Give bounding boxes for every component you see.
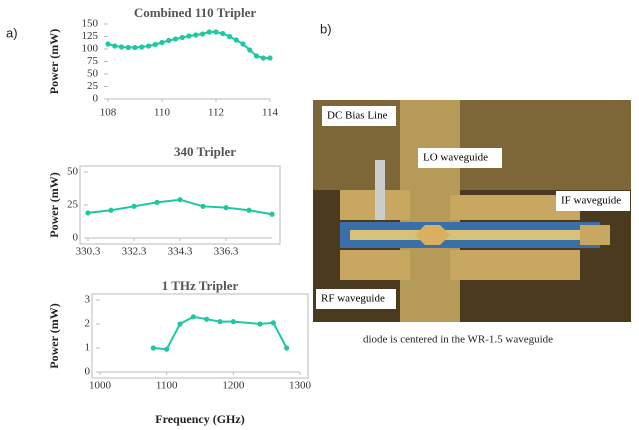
data-point bbox=[217, 319, 222, 324]
data-point bbox=[284, 345, 289, 350]
data-point bbox=[269, 212, 274, 217]
data-point bbox=[267, 55, 272, 60]
y-tick-label: 100 bbox=[82, 43, 99, 55]
x-tick-label: 110 bbox=[154, 107, 171, 119]
x-tick-label: 108 bbox=[100, 107, 117, 119]
x-tick-label: 1300 bbox=[289, 380, 312, 392]
data-point bbox=[139, 44, 144, 49]
photo: DC Bias Line LO waveguide IF waveguide R… bbox=[313, 100, 631, 322]
x-tick-label: 334.3 bbox=[168, 246, 193, 258]
if-pin bbox=[580, 225, 610, 245]
data-point bbox=[153, 42, 158, 47]
data-point bbox=[246, 208, 251, 213]
data-point bbox=[177, 197, 182, 202]
data-point bbox=[257, 321, 262, 326]
data-point bbox=[247, 47, 252, 52]
photo-label: LO waveguide bbox=[423, 152, 488, 164]
figure: a) b) DC Bias Line LO waveguide IF waveg… bbox=[0, 0, 639, 430]
y-tick-label: 50 bbox=[67, 166, 79, 178]
photo-label: RF waveguide bbox=[321, 293, 385, 305]
x-tick-label: 114 bbox=[262, 107, 279, 119]
x-tick-label: 330.3 bbox=[76, 246, 101, 258]
data-point bbox=[240, 41, 245, 46]
data-point bbox=[213, 29, 218, 34]
data-point bbox=[164, 347, 169, 352]
y-axis-label: Power (mW) bbox=[47, 303, 61, 368]
data-point bbox=[146, 43, 151, 48]
x-tick-label: 1000 bbox=[89, 380, 112, 392]
data-point bbox=[154, 200, 159, 205]
data-point bbox=[204, 317, 209, 322]
data-point bbox=[119, 44, 124, 49]
data-point bbox=[231, 319, 236, 324]
y-tick-label: 3 bbox=[85, 294, 91, 306]
y-tick-label: 0 bbox=[85, 366, 91, 378]
data-point bbox=[191, 314, 196, 319]
y-axis-label: Power (mW) bbox=[47, 29, 61, 94]
data-point bbox=[200, 31, 205, 36]
data-point bbox=[271, 320, 276, 325]
y-tick-label: 75 bbox=[87, 55, 99, 67]
x-tick-label: 112 bbox=[208, 107, 224, 119]
panel-label: a) bbox=[6, 25, 18, 40]
block bbox=[450, 250, 580, 280]
data-point bbox=[105, 41, 110, 46]
y-tick-label: 0 bbox=[93, 93, 99, 105]
chart-title: 1 THz Tripler bbox=[162, 278, 239, 293]
block bbox=[340, 250, 410, 280]
data-point bbox=[126, 45, 131, 50]
panel-label: b) bbox=[320, 21, 332, 36]
chart-title: 340 Tripler bbox=[174, 144, 236, 159]
y-tick-label: 25 bbox=[67, 199, 79, 211]
data-point bbox=[177, 321, 182, 326]
data-point bbox=[173, 36, 178, 41]
y-tick-label: 50 bbox=[87, 68, 99, 80]
x-tick-label: 1200 bbox=[222, 380, 245, 392]
data-point bbox=[108, 208, 113, 213]
data-point bbox=[207, 29, 212, 34]
photo-label: DC Bias Line bbox=[327, 110, 388, 122]
data-point bbox=[112, 43, 117, 48]
plot-frame bbox=[80, 166, 280, 244]
data-point bbox=[200, 204, 205, 209]
data-point bbox=[254, 53, 259, 58]
data-point bbox=[220, 31, 225, 36]
y-tick-label: 2 bbox=[85, 318, 91, 330]
data-point bbox=[159, 40, 164, 45]
x-tick-label: 1100 bbox=[156, 380, 178, 392]
y-tick-label: 25 bbox=[87, 80, 99, 92]
data-point bbox=[166, 38, 171, 43]
data-point bbox=[132, 45, 137, 50]
data-point bbox=[186, 33, 191, 38]
data-point bbox=[234, 37, 239, 42]
x-axis-label: Frequency (GHz) bbox=[155, 412, 244, 426]
caption: diode is centered in the WR-1.5 waveguid… bbox=[363, 334, 553, 346]
bias-line bbox=[375, 160, 385, 220]
y-tick-label: 150 bbox=[82, 18, 99, 30]
data-point bbox=[227, 34, 232, 39]
y-tick-label: 125 bbox=[82, 30, 99, 42]
x-tick-label: 332.3 bbox=[122, 246, 147, 258]
x-tick-label: 336.3 bbox=[214, 246, 239, 258]
data-point bbox=[261, 55, 266, 60]
data-point bbox=[151, 345, 156, 350]
photo-label: IF waveguide bbox=[561, 195, 621, 207]
y-axis-label: Power (mW) bbox=[47, 172, 61, 237]
data-point bbox=[223, 205, 228, 210]
y-tick-label: 1 bbox=[85, 342, 91, 354]
trace bbox=[350, 230, 590, 240]
data-point bbox=[193, 32, 198, 37]
y-tick-label: 0 bbox=[73, 232, 79, 244]
data-point bbox=[180, 35, 185, 40]
chart-title: Combined 110 Tripler bbox=[134, 5, 257, 20]
data-point bbox=[131, 204, 136, 209]
data-point bbox=[85, 210, 90, 215]
plot-frame bbox=[92, 294, 308, 378]
